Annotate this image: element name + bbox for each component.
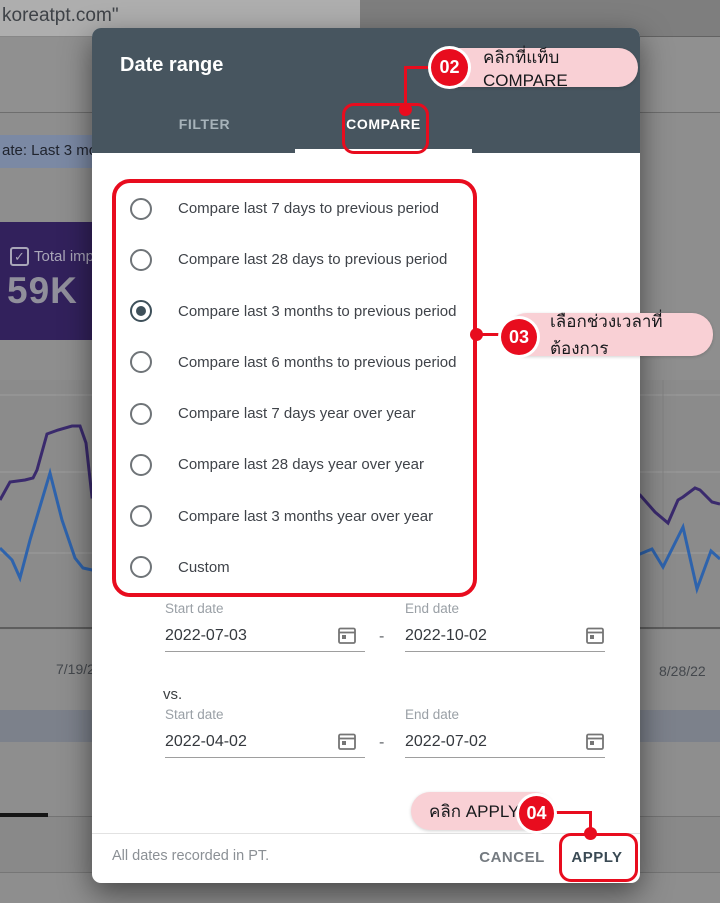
option-compare-28d-prev[interactable]: Compare last 28 days to previous period xyxy=(116,234,473,285)
start-date-value[interactable]: 2022-07-03 xyxy=(165,627,247,644)
input-underline xyxy=(165,757,365,758)
x-axis-label-left: 7/19/22 xyxy=(56,661,103,677)
tab-compare[interactable]: COMPARE xyxy=(346,116,421,132)
option-compare-7d-prev[interactable]: Compare last 7 days to previous period xyxy=(116,183,473,234)
start-date-label: Start date xyxy=(165,601,224,616)
radio-icon[interactable] xyxy=(130,505,152,528)
compare-options-list: Compare last 7 days to previous period C… xyxy=(112,179,477,597)
cancel-button[interactable]: CANCEL xyxy=(479,849,545,866)
option-label: Compare last 7 days to previous period xyxy=(178,200,439,218)
input-underline xyxy=(405,757,605,758)
annotation-03-pill: เลือกช่วงเวลาที่ต้องการ xyxy=(506,312,713,358)
footer-divider xyxy=(92,833,640,834)
option-label: Compare last 28 days year over year xyxy=(178,456,424,474)
option-label: Compare last 3 months year over year xyxy=(178,507,434,525)
annotation-03-text: เลือกช่วงเวลาที่ต้องการ xyxy=(550,311,663,358)
apply-button-highlight-box xyxy=(559,833,638,882)
option-compare-3mo-prev[interactable]: Compare last 3 months to previous period xyxy=(116,286,473,337)
connector-dot xyxy=(399,103,412,116)
option-label: Compare last 28 days to previous period xyxy=(178,251,448,269)
radio-selected-icon[interactable] xyxy=(130,300,152,323)
x-axis-label-right: 8/28/22 xyxy=(659,663,706,679)
timezone-note: All dates recorded in PT. xyxy=(112,848,270,864)
calendar-icon[interactable] xyxy=(585,731,605,751)
dialog-title: Date range xyxy=(120,54,224,76)
input-underline xyxy=(405,651,605,652)
calendar-icon[interactable] xyxy=(585,625,605,645)
annotation-02-text: คลิกที่แท็บ COMPARE xyxy=(483,48,568,90)
vs-start-date-label: Start date xyxy=(165,707,224,722)
vs-label: vs. xyxy=(163,686,183,703)
annotation-04-text: คลิก APPLY xyxy=(429,801,520,821)
metric-value: 59K xyxy=(7,270,78,311)
input-underline xyxy=(165,651,365,652)
property-url-text: koreatpt.com" xyxy=(2,5,119,26)
radio-icon[interactable] xyxy=(130,402,152,425)
annotation-02-pill: คลิกที่แท็บ COMPARE xyxy=(437,48,638,90)
connector-line xyxy=(589,811,592,833)
option-compare-3mo-yoy[interactable]: Compare last 3 months year over year xyxy=(116,491,473,542)
option-label: Compare last 3 months to previous period xyxy=(178,302,457,320)
radio-icon[interactable] xyxy=(130,248,152,271)
checkbox-checked-icon: ✓ xyxy=(10,247,29,266)
connector-line xyxy=(404,66,407,108)
date-separator: - xyxy=(379,628,385,645)
radio-icon[interactable] xyxy=(130,197,152,220)
active-tab-underline xyxy=(0,813,48,817)
date-range-dialog: Date range FILTER COMPARE Compare last 7… xyxy=(92,28,640,883)
option-compare-7d-yoy[interactable]: Compare last 7 days year over year xyxy=(116,388,473,439)
connector-dot xyxy=(584,827,597,840)
connector-line xyxy=(405,66,435,69)
end-date-value[interactable]: 2022-10-02 xyxy=(405,627,487,644)
option-compare-6mo-prev[interactable]: Compare last 6 months to previous period xyxy=(116,337,473,388)
connector-line xyxy=(552,811,592,814)
connector-dot xyxy=(470,328,483,341)
end-date-label: End date xyxy=(405,601,460,616)
connector-line xyxy=(476,333,506,336)
annotation-03-badge: 03 xyxy=(501,319,537,355)
metric-label: Total impre xyxy=(34,248,108,265)
annotation-02-badge: 02 xyxy=(431,49,468,86)
compare-tab-highlight-box xyxy=(342,103,429,154)
radio-icon[interactable] xyxy=(130,556,152,579)
vs-start-date-value[interactable]: 2022-04-02 xyxy=(165,733,247,750)
date-separator: - xyxy=(379,734,385,751)
option-compare-28d-yoy[interactable]: Compare last 28 days year over year xyxy=(116,439,473,490)
option-custom[interactable]: Custom xyxy=(116,542,473,593)
apply-button[interactable]: APPLY xyxy=(571,849,623,866)
annotation-04-badge: 04 xyxy=(519,796,554,831)
calendar-icon[interactable] xyxy=(337,625,357,645)
option-label: Compare last 7 days year over year xyxy=(178,405,416,423)
radio-icon[interactable] xyxy=(130,351,152,374)
vs-end-date-value[interactable]: 2022-07-02 xyxy=(405,733,487,750)
option-label: Compare last 6 months to previous period xyxy=(178,353,457,371)
option-label: Custom xyxy=(178,558,230,576)
calendar-icon[interactable] xyxy=(337,731,357,751)
date-filter-chip-label: ate: Last 3 mo xyxy=(2,142,98,159)
vs-end-date-label: End date xyxy=(405,707,460,722)
tab-filter[interactable]: FILTER xyxy=(178,116,231,132)
radio-icon[interactable] xyxy=(130,453,152,476)
